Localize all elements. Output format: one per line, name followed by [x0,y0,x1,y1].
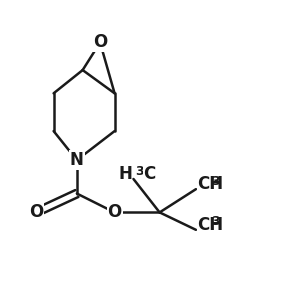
Text: 3: 3 [135,165,144,178]
Text: H: H [118,165,132,183]
Text: O: O [107,203,122,221]
Text: C: C [143,165,155,183]
Text: O: O [29,203,43,221]
Text: O: O [93,34,107,51]
Text: 3: 3 [211,215,220,228]
Text: N: N [70,151,84,169]
Text: CH: CH [197,175,223,193]
Text: CH: CH [197,216,223,234]
Text: 3: 3 [211,175,220,188]
